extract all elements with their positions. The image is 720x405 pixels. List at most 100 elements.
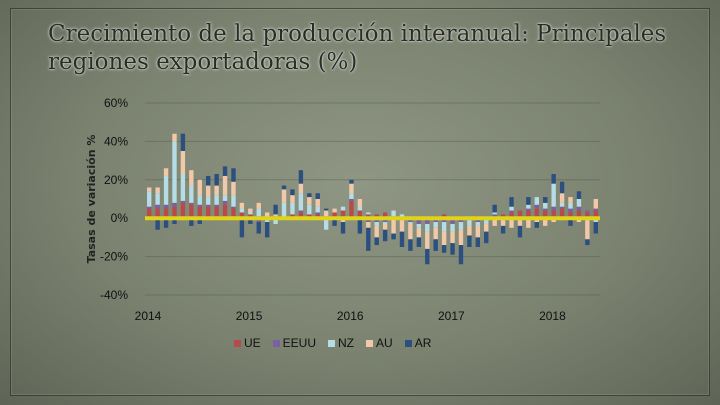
bar-segment-eeuu [172,202,177,207]
bar-segment-eeuu [349,199,354,201]
bar-segment-eeuu [509,210,514,213]
bar-segment-eeuu [576,206,582,211]
bar-segment-nz [408,222,413,224]
bar-segment-ar [534,222,539,228]
bar-segment-au [484,223,489,232]
legend-item: NZ [328,336,354,350]
bar-segment-ar [197,218,202,224]
bar-segment-ar [366,227,371,251]
bar-segment-nz [197,195,202,205]
chart-title: Crecimiento de la producción interanual:… [48,21,667,75]
bar-segment-ue [526,210,531,219]
bar-segment-au [147,187,152,192]
bar-segment-au [408,223,413,240]
y-tick-label: -40% [100,288,128,302]
bar-segment-au [172,133,177,142]
x-tick-label: 2015 [236,309,263,323]
bar-segment-nz [551,183,556,207]
bar-segment-eeuu [534,204,539,209]
bar-segment-ar [256,222,261,234]
bar-segment-ar [307,193,312,198]
bar-segment-ar [416,237,422,247]
bar-segment-ar [231,168,236,182]
bar-segment-au [441,231,447,246]
y-tick-label: 0% [111,211,129,225]
legend-item: EEUU [272,336,317,350]
bar-segment-nz [340,206,346,211]
bar-segment-eeuu [315,212,320,215]
bar-segment-ue [197,206,202,219]
bar-segment-nz [264,220,270,223]
bar-segment-ar [155,218,160,230]
bar-segment-ar [189,218,194,226]
bar-segment-au [349,183,354,194]
bar-segment-ue [172,206,177,219]
bar-segment-nz [458,222,464,230]
bar-segment-au [492,218,497,226]
x-tick-label: 2016 [337,309,364,323]
bar-segment-ar [391,233,396,240]
legend-swatch [328,339,336,347]
bar-segment-ar [559,181,565,194]
bar-segment-nz [382,222,388,224]
bar-segment-ue [206,206,211,219]
bar-segment-nz [433,222,438,228]
bar-segment-eeuu [475,220,481,223]
y-axis-ticks: 60% 40% 20% 0% -20% -40% [100,96,128,302]
bar-segment-ar [585,239,590,246]
bar-segment-nz [357,206,363,211]
bar-segment-nz [568,202,573,209]
bar-segment-au [206,185,211,198]
bar-segment-ar [298,170,304,184]
bar-segment-ar [399,231,405,247]
bar-segment-nz [315,206,320,213]
bar-segment-nz [492,212,497,215]
bar-segment-nz [323,218,329,230]
bar-segment-eeuu [189,202,194,205]
bar-segment-ar [222,166,228,176]
bar-segment-nz [180,174,186,201]
bar-segment-ue [298,212,304,219]
bar-segment-ar [543,197,548,203]
bar-segment-au [450,231,455,244]
x-tick-label: 2017 [438,309,465,323]
bar-segment-ue [239,212,245,219]
bar-segment-au [509,218,514,228]
bar-segment-eeuu [298,210,304,213]
bar-segment-ar [467,235,472,247]
bar-segment-ar [500,225,506,234]
y-tick-label: 60% [104,96,128,110]
bar-segment-nz [214,195,219,205]
bar-segment-ue [576,210,582,219]
bar-segment-ar [180,133,186,151]
bar-segment-eeuu [155,204,160,209]
bar-segment-ar [264,222,270,238]
bar-segment-ue [534,208,539,219]
bar-segment-eeuu [450,218,455,224]
bar-segment-ar [382,229,388,242]
bar-segment-au [433,227,438,240]
bar-segment-ar [172,218,177,224]
bar-segment-ar [340,222,346,234]
bar-segment-au [425,231,430,249]
bar-segment-eeuu [206,204,211,207]
bar-segment-nz [172,141,177,203]
bar-segment-eeuu [163,204,169,209]
bar-segment-au [248,208,253,213]
bar-segment-ar [576,191,582,199]
bar-segment-nz [273,218,278,224]
bar-segment-ar [408,239,413,251]
bar-segment-au [256,202,261,209]
legend-label: EEUU [282,336,317,350]
bar-segment-nz [155,193,160,205]
bar-segment-nz [147,191,152,207]
bar-segment-au [467,225,472,236]
bar-segment-eeuu [147,206,152,209]
bar-segment-ue [332,212,337,219]
bar-segment-ar [450,243,455,255]
bar-segment-nz [526,204,531,209]
gridlines [145,102,600,296]
bar-segment-nz [239,208,245,213]
legend-label: NZ [338,336,355,350]
chart-legend: UE EEUU NZ AU AR [234,336,431,350]
